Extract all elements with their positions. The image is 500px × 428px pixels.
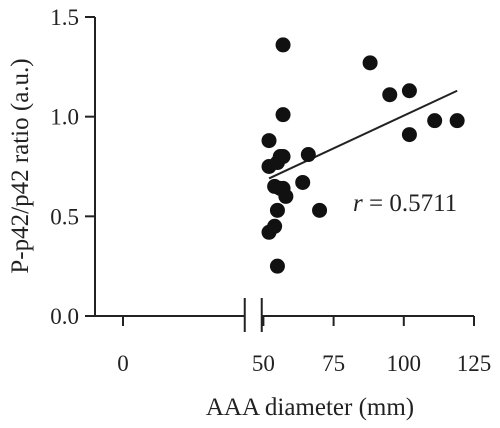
x-tick-label: 125 [457, 351, 492, 376]
correlation-value: = 0.5711 [363, 190, 457, 217]
y-tick-label: 1.0 [50, 105, 79, 130]
data-point [312, 202, 328, 218]
data-point [300, 147, 316, 163]
correlation-symbol: r [353, 190, 363, 217]
x-axis-ticks: 0 50 75 100 125 [117, 316, 491, 376]
y-tick-label: 0.5 [50, 204, 79, 229]
x-axis [95, 298, 474, 332]
data-point [295, 174, 311, 190]
correlation-annotation: r = 0.5711 [353, 190, 457, 217]
data-point [267, 218, 283, 234]
data-point [261, 133, 277, 149]
x-axis-label: AAA diameter (mm) [206, 394, 414, 421]
data-points [261, 37, 465, 274]
data-point [275, 37, 291, 53]
x-tick-label: 0 [117, 351, 129, 376]
trendline-group [268, 89, 458, 180]
data-point [269, 202, 285, 218]
x-tick-label: 75 [322, 351, 345, 376]
data-point [382, 87, 398, 103]
x-tick-label: 100 [387, 351, 422, 376]
data-point [362, 55, 378, 71]
data-point [275, 107, 291, 123]
data-point [275, 149, 291, 165]
y-tick-label: 1.5 [50, 5, 79, 30]
data-point [278, 188, 294, 204]
data-point [427, 113, 443, 129]
y-axis-ticks: 0.0 0.5 1.0 1.5 [50, 5, 95, 329]
trendline [268, 89, 458, 180]
y-tick-label: 0.0 [50, 304, 79, 329]
data-point [269, 258, 285, 274]
x-tick-label: 50 [252, 351, 275, 376]
data-point [401, 127, 417, 143]
data-point [401, 83, 417, 99]
data-point [449, 113, 465, 129]
y-axis-label: P-p42/p42 ratio (a.u.) [7, 58, 34, 273]
